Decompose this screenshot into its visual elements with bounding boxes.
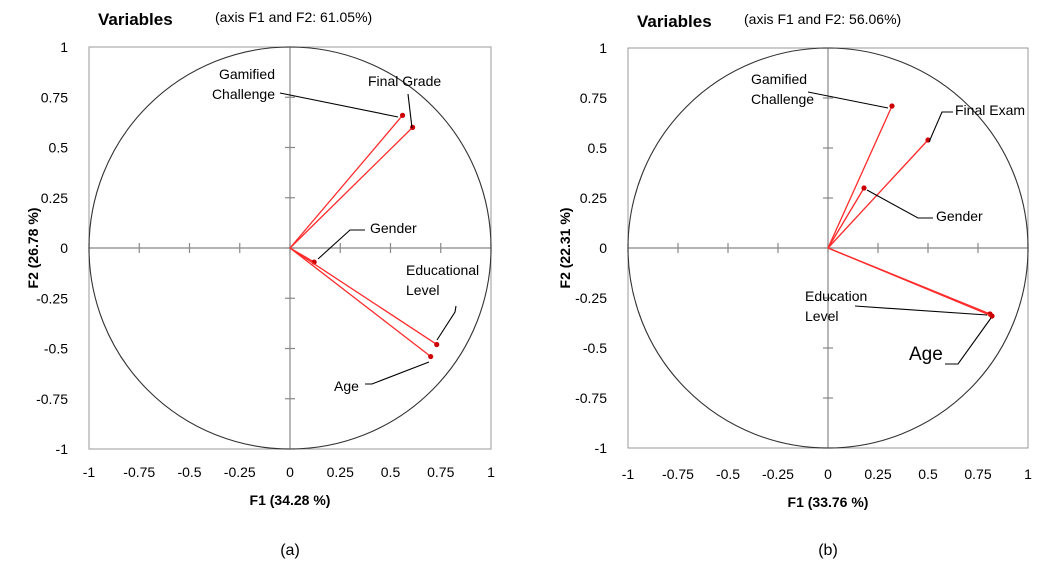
vector-gamified-challenge [827, 105, 893, 249]
leader-line-final-grade [407, 93, 413, 129]
variable-label-age: Age [334, 378, 359, 394]
point-gamified-challenge [889, 103, 895, 109]
chart-subtitle: (axis F1 and F2: 61.05%) [215, 9, 372, 25]
x-axis-label: F1 (34.28 %) [250, 492, 331, 508]
y-tick-label: -0.5 [44, 341, 68, 357]
point-educational-level [434, 341, 440, 348]
correlation-circle [88, 46, 492, 450]
x-tick-label: 1 [487, 464, 495, 480]
y-tick-label: 1 [599, 40, 607, 56]
y-axis-label: F2 (22.31 %) [557, 208, 573, 289]
y-tick-label: 0.5 [588, 140, 608, 156]
y-tick-label: 0 [60, 240, 68, 256]
leader-line-education-level [854, 305, 988, 316]
x-tick-label: 0.75 [964, 466, 991, 482]
leader-line-gamified-challenge [807, 91, 889, 109]
x-tick-label: -1 [622, 466, 635, 482]
point-gamified-challenge [399, 112, 406, 118]
leader-line-final-exam [928, 111, 953, 143]
x-tick-label: -0.25 [762, 466, 794, 482]
variable-label-age: Age [909, 344, 943, 365]
variable-label-final-exam: Final Exam [955, 102, 1025, 118]
y-tick-label: 1 [60, 39, 68, 55]
leader-line-age [945, 317, 992, 365]
variable-label-education-level: Education Level [805, 288, 867, 324]
y-tick-label: -1 [595, 440, 608, 456]
y-tick-label: 0 [599, 240, 607, 256]
chart-panel-b: -1 -0.75 -0.5 -0.25 0 0.25 0.5 0.75 1 1 0.75 0.5 0.2… [557, 11, 1032, 559]
chart-title: Variables [637, 12, 712, 31]
vector-gender [827, 187, 865, 249]
x-tick-label: 0 [286, 464, 294, 480]
vector-final-grade [289, 126, 414, 249]
vector-final-exam [827, 139, 929, 249]
y-axis-label: F2 (26.78 %) [25, 208, 41, 289]
x-tick-label: -1 [83, 464, 96, 480]
variable-label-gender: Gender [370, 220, 417, 236]
chart-subtitle: (axis F1 and F2: 56.06%) [744, 11, 901, 27]
vector-age [827, 247, 993, 317]
point-gender [861, 185, 867, 191]
y-tick-label: -0.75 [575, 390, 607, 406]
chart-title: Variables [98, 10, 173, 29]
x-tick-label: -0.5 [716, 466, 740, 482]
x-tick-label: 0.25 [864, 466, 891, 482]
panel-label: (b) [818, 542, 838, 559]
x-tick-label: 0 [824, 466, 832, 482]
leader-line-age [365, 361, 430, 385]
variable-label-gender: Gender [936, 208, 983, 224]
variable-label-gamified-challenge: Gamified Challenge [212, 66, 275, 102]
y-tick-label: 0.25 [580, 190, 607, 206]
variable-label-gamified-challenge: Gamified Challenge [751, 71, 814, 107]
x-tick-label: -0.25 [224, 464, 256, 480]
point-age [989, 313, 995, 319]
point-final-grade [410, 124, 416, 130]
y-tick-label: -0.25 [36, 290, 68, 306]
vector-gamified-challenge [289, 114, 404, 249]
x-tick-label: 0.5 [381, 464, 401, 480]
x-tick-label: -0.5 [177, 464, 201, 480]
vector-age [289, 247, 432, 358]
correlation-circle [627, 47, 1029, 449]
y-tick-label: 0.75 [41, 89, 68, 105]
x-tick-label: -0.75 [123, 464, 155, 480]
x-tick-label: 1 [1024, 466, 1032, 482]
y-tick-label: -0.25 [575, 290, 607, 306]
y-tick-label: 0.5 [49, 140, 69, 156]
variable-label-final-grade: Final Grade [368, 73, 441, 89]
y-tick-label: -0.75 [36, 391, 68, 407]
leader-line-gender [317, 229, 365, 260]
x-tick-label: 0.5 [918, 466, 938, 482]
x-tick-label: 0.25 [327, 464, 354, 480]
variable-label-educational-level: Educational Level [406, 262, 479, 298]
y-tick-label: 0.25 [41, 190, 68, 206]
vector-educational-level [289, 247, 438, 346]
x-tick-label: 0.75 [427, 464, 454, 480]
y-tick-label: -1 [56, 441, 69, 457]
leader-line-educational-level [436, 305, 457, 341]
chart-panel-a: -1 -0.75 -0.5 -0.25 0 0.25 0.5 0.75 1 1 0.75 0.5 0.2… [25, 9, 495, 559]
point-age [428, 353, 434, 360]
leader-line-gamified-challenge [279, 92, 399, 118]
y-tick-label: -0.5 [583, 340, 607, 356]
leader-line-gender [866, 189, 933, 219]
y-tick-label: 0.75 [580, 90, 607, 106]
x-axis-label: F1 (33.76 %) [788, 494, 869, 510]
panel-label: (a) [280, 542, 300, 559]
x-tick-label: -0.75 [662, 466, 694, 482]
